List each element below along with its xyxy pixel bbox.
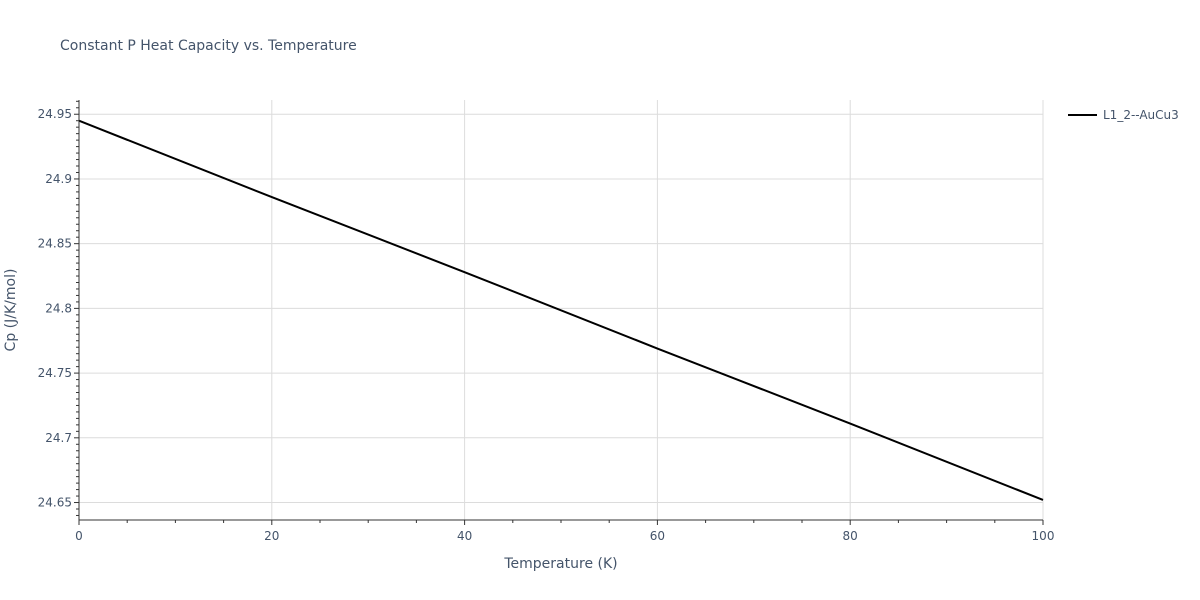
legend-label: L1_2--AuCu3 bbox=[1103, 108, 1179, 122]
y-tick-label: 24.9 bbox=[45, 172, 72, 186]
legend[interactable]: L1_2--AuCu3 bbox=[1068, 108, 1179, 122]
x-tick-label: 0 bbox=[75, 529, 83, 543]
series-layer bbox=[78, 119, 1044, 501]
y-tick-label: 24.85 bbox=[38, 237, 72, 251]
x-tick-label: 100 bbox=[1032, 529, 1055, 543]
y-tick-label: 24.75 bbox=[38, 366, 72, 380]
x-tick-label: 80 bbox=[843, 529, 858, 543]
y-tick-label: 24.7 bbox=[45, 431, 72, 445]
y-tick-label: 24.65 bbox=[38, 496, 72, 510]
y-tick-label: 24.8 bbox=[45, 301, 72, 315]
y-axis-ticks: 24.65 24.7 24.75 24.8 24.85 24.9 24.95 bbox=[38, 107, 72, 509]
y-tick-label: 24.95 bbox=[38, 107, 72, 121]
grid bbox=[79, 100, 1044, 520]
y-axis-title: Cp (J/K/mol) bbox=[3, 269, 19, 352]
x-tick-label: 20 bbox=[264, 529, 279, 543]
x-axis-ticks: 0 20 40 60 80 100 bbox=[75, 529, 1054, 543]
chart-title: Constant P Heat Capacity vs. Temperature bbox=[60, 38, 357, 54]
x-axis-title: Temperature (K) bbox=[503, 556, 617, 572]
x-tick-label: 60 bbox=[650, 529, 665, 543]
x-tick-label: 40 bbox=[457, 529, 472, 543]
axes bbox=[74, 100, 1044, 525]
series-line bbox=[78, 119, 1044, 501]
